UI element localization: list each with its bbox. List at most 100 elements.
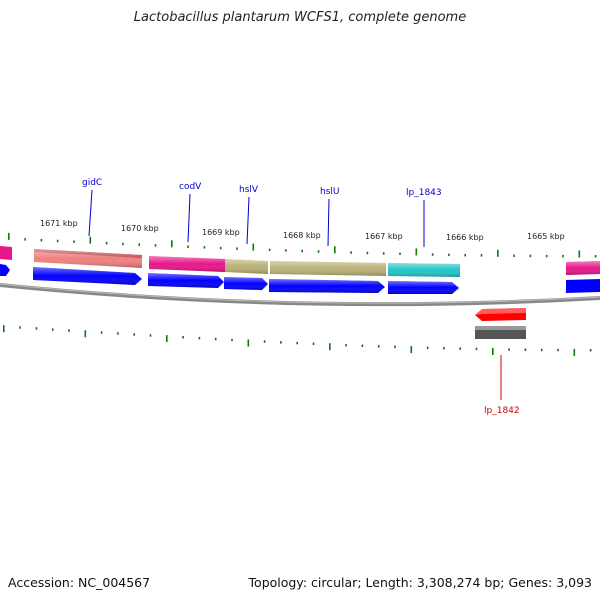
tick-minor — [562, 254, 564, 258]
reverse-gene-labels: lp_1842 — [484, 355, 520, 416]
tick-major — [497, 249, 499, 257]
tick-minor — [122, 242, 124, 246]
forward-gene-labels: gidC codV hslV hslU lp_1843 — [82, 178, 442, 247]
gene-label-lp_1842[interactable]: lp_1842 — [484, 406, 520, 416]
gene-label-hslV[interactable]: hslV — [239, 185, 259, 195]
tick-minor — [219, 246, 222, 250]
tick-label-1666: 1666 kbp — [446, 233, 484, 242]
genome-stats-footer: Topology: circular; Length: 3,308,274 bp… — [248, 575, 592, 590]
tick-minor — [312, 342, 315, 345]
tick-minor — [345, 343, 347, 347]
tick-minor — [459, 347, 461, 350]
tick-major — [8, 232, 10, 240]
tick-minor — [399, 252, 401, 256]
cds-arrow-left-edge[interactable] — [0, 264, 10, 276]
genes-label: Genes: — [508, 575, 553, 590]
tick-label-1668: 1668 kbp — [283, 231, 321, 240]
tick-minor — [285, 249, 287, 252]
tick-minor — [350, 251, 352, 254]
tick-major — [84, 330, 87, 338]
tick-minor — [56, 239, 59, 243]
tick-minor — [280, 341, 282, 344]
tick-minor — [133, 333, 135, 336]
tick-major — [334, 246, 336, 254]
tick-label-1671: 1671 kbp — [40, 219, 78, 228]
genome-backbone — [0, 283, 600, 307]
tick-minor — [464, 253, 466, 257]
tick-minor — [361, 344, 364, 347]
tick-labels: 1671 kbp 1670 kbp 1669 kbp 1668 kbp 1667… — [40, 219, 565, 242]
tick-label-1669: 1669 kbp — [202, 228, 240, 237]
tick-minor — [35, 327, 38, 330]
tick-minor — [40, 238, 43, 242]
tick-minor — [73, 240, 75, 243]
tick-minor — [182, 336, 184, 339]
tick-minor — [117, 332, 119, 335]
tick-minor — [203, 246, 206, 249]
tick-minor — [263, 340, 266, 343]
tick-major — [573, 348, 576, 356]
tick-label-1667: 1667 kbp — [365, 232, 403, 241]
tick-minor — [382, 252, 385, 255]
tick-major — [171, 240, 173, 248]
inner-tick-track — [3, 325, 592, 356]
length-value: 3,308,274 bp — [416, 575, 501, 590]
outer-tick-track — [8, 232, 597, 258]
tick-minor — [187, 245, 189, 248]
tick-minor — [513, 254, 515, 257]
tick-minor — [426, 346, 429, 350]
accession-label: Accession: — [8, 575, 75, 590]
tick-minor — [394, 345, 396, 349]
topology-value: circular — [311, 575, 358, 590]
cds-track — [0, 264, 600, 294]
tick-minor — [268, 248, 271, 252]
gene-label-hslU[interactable]: hslU — [320, 187, 339, 197]
tick-minor — [317, 250, 320, 253]
tick-major — [578, 250, 581, 258]
accession-value: NC_004567 — [78, 575, 151, 590]
tick-major — [329, 343, 331, 351]
tick-minor — [19, 326, 21, 329]
tick-minor — [594, 255, 597, 258]
gene-track — [0, 246, 600, 277]
tick-minor — [377, 345, 380, 348]
tick-minor — [557, 348, 559, 352]
tick-major — [3, 325, 5, 333]
tick-minor — [540, 348, 543, 352]
tick-minor — [138, 243, 140, 246]
tick-minor — [100, 331, 103, 334]
tick-minor — [475, 347, 478, 351]
tick-minor — [236, 247, 238, 250]
gene-label-gidC[interactable]: gidC — [82, 178, 102, 188]
tick-minor — [214, 337, 217, 341]
gene-label-codV[interactable]: codV — [179, 182, 202, 192]
tick-minor — [231, 338, 233, 342]
tick-minor — [366, 251, 369, 255]
tick-label-1665: 1665 kbp — [527, 232, 565, 241]
tick-minor — [68, 329, 70, 332]
tick-label-1670: 1670 kbp — [121, 224, 159, 233]
accession-footer: Accession: NC_004567 — [8, 575, 150, 590]
tick-minor — [431, 253, 434, 256]
tick-minor — [545, 254, 548, 258]
tick-minor — [448, 253, 450, 257]
tick-major — [410, 346, 413, 354]
cds-arrow-right-edge[interactable] — [566, 279, 600, 293]
tick-minor — [296, 341, 298, 345]
tick-minor — [589, 349, 592, 352]
tick-minor — [105, 241, 108, 245]
tick-minor — [443, 347, 445, 350]
gene-label-lp_1843[interactable]: lp_1843 — [406, 188, 442, 198]
tick-major — [247, 339, 250, 347]
gene-feature-left-edge[interactable] — [0, 246, 12, 260]
tick-major — [492, 348, 494, 355]
tick-minor — [529, 254, 532, 258]
tick-minor — [480, 254, 483, 257]
tick-minor — [524, 348, 527, 351]
map-title: Lactobacillus plantarum WCFS1, complete … — [133, 10, 467, 25]
tick-major — [415, 248, 418, 256]
tick-minor — [51, 328, 54, 331]
tick-minor — [149, 334, 152, 337]
tick-minor — [198, 336, 201, 340]
